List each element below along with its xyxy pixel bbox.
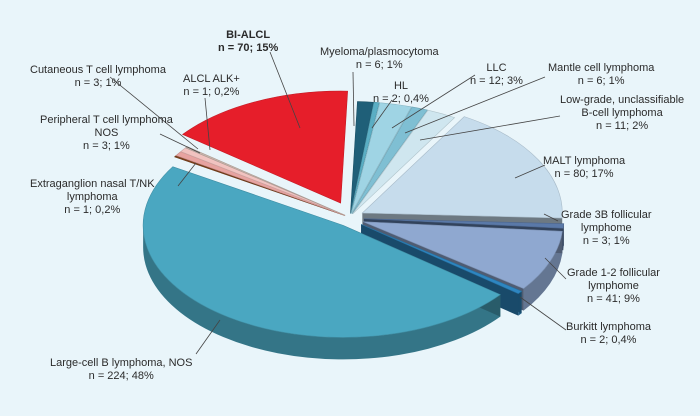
slice-large-cell-b-lymphoma-nos: [142, 166, 501, 338]
leader-line-2: [371, 99, 393, 129]
slice-myeloma-plasmocytoma: [350, 101, 374, 214]
label-bi-alcl: BI-ALCL n = 70; 15%: [218, 29, 279, 54]
slice-mantle-cell-lymphoma: [351, 106, 428, 214]
slice-grade-1-2-follicular-lymphome: [362, 221, 563, 289]
slice-malt-lymphoma: [361, 116, 563, 219]
label-llc: LLC n = 12; 3%: [470, 62, 523, 87]
label-hl: HL n = 2; 0,4%: [373, 80, 429, 105]
leader-lines: [109, 51, 567, 355]
label-peripheral-t: Peripheral T cell lymphoma NOS n = 3; 1%: [40, 114, 173, 152]
slice-grade-3b-follicular-lymphome: [363, 218, 565, 229]
leader-line-12: [159, 133, 201, 154]
slice-bi-alcl: [182, 90, 348, 204]
label-nasal-tnk: Extraganglion nasal T/NK lymphoma n = 1; 0…: [30, 178, 155, 216]
leader-line-7: [543, 213, 559, 222]
leader-line-6: [514, 164, 546, 179]
slice-low-grade-unclassifiable-b-cell-lymphoma: [352, 109, 456, 215]
label-low-grade: Low-grade, unclassifiable B-cell lymphoma…: [560, 94, 685, 132]
slice-side-10: [143, 225, 501, 360]
slice-hl: [350, 101, 380, 214]
label-mantle: Mantle cell lymphoma n = 6; 1%: [548, 62, 655, 87]
leader-line-10: [195, 319, 221, 355]
label-grade-1-2: Grade 1-2 follicular lymphome n = 41; 9%: [567, 267, 660, 305]
leader-line-3: [391, 74, 476, 129]
leader-line-11: [177, 162, 197, 187]
label-grade-3b: Grade 3B follicular lymphome n = 3; 1%: [561, 209, 652, 247]
label-large-cell-b: Large-cell B lymphoma, NOS n = 224; 48%: [50, 357, 193, 382]
label-malt: MALT lymphoma n = 80; 17%: [543, 155, 626, 180]
leader-line-0: [269, 51, 301, 129]
leader-line-14: [204, 97, 211, 151]
label-cutaneous-t: Cutaneous T cell lymphoma n = 3; 1%: [30, 64, 166, 89]
leader-line-4: [404, 76, 546, 134]
leader-line-13: [109, 76, 199, 150]
leader-line-5: [419, 115, 561, 141]
slice-llc: [351, 102, 412, 214]
leader-line-8: [544, 257, 567, 280]
label-burkitt: Burkitt lymphoma n = 2; 0,4%: [566, 321, 651, 346]
leader-line-1: [352, 71, 355, 127]
label-alcl-alk: ALCL ALK+ n = 1; 0,2%: [183, 73, 240, 98]
slice-burkitt-lymphoma: [360, 224, 523, 294]
leader-line-9: [519, 296, 567, 331]
label-myeloma: Myeloma/plasmocytoma n = 6; 1%: [320, 46, 439, 71]
